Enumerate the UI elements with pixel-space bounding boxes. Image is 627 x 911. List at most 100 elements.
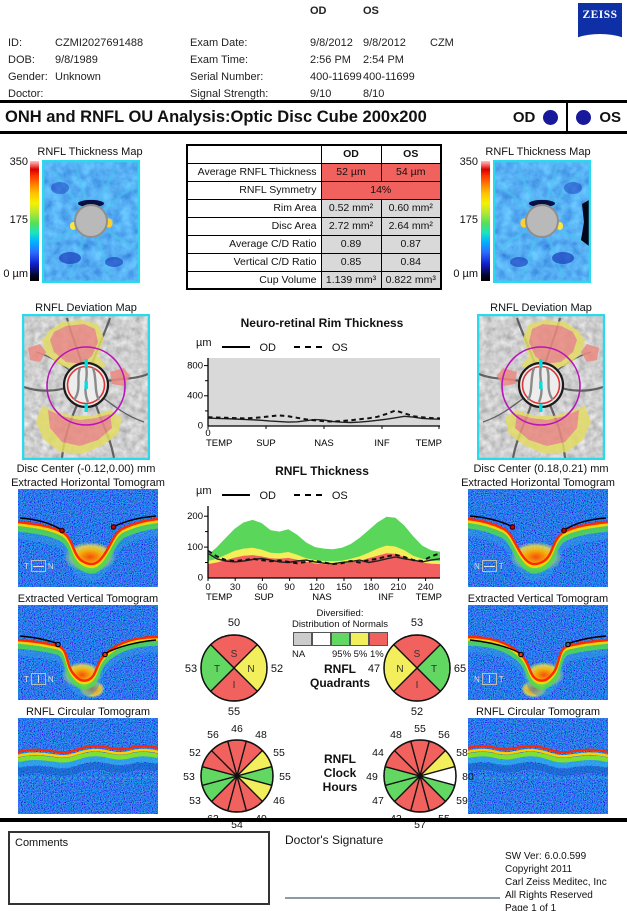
table-od-header: OD [320, 144, 382, 164]
id-value: CZMI2027691488 [55, 37, 144, 49]
od-deviation-map-title: RNFL Deviation Map [35, 302, 137, 314]
os-clock-value: 49 [366, 771, 378, 783]
os-clock-value: 55 [414, 723, 426, 735]
cup-volume-os: 0.822 mm³ [380, 270, 442, 290]
gender-label: Gender: [8, 71, 48, 83]
os-quadrant-i-letter: I [416, 680, 419, 691]
os-indicator-label: OS [599, 108, 621, 126]
report-title-bar: ONH and RNFL OU Analysis:Optic Disc Cube… [0, 100, 627, 134]
legend-os-label: OS [331, 490, 348, 502]
zeiss-logo-arc [578, 34, 622, 43]
rim-ytick-400: 400 [187, 391, 203, 402]
legend-od-label: OD [259, 342, 276, 354]
serial-number-label: Serial Number: [190, 71, 264, 83]
rnfl-ytick-0: 0 [198, 573, 203, 584]
disc-area-os: 2.64 mm² [380, 216, 442, 236]
table-row: Vertical C/D Ratio 0.85 0.84 [186, 252, 442, 272]
quadrants-heading-line2: Quadrants [309, 676, 370, 690]
clock-heading-line1: RNFL [324, 752, 356, 766]
od-quadrant-nas-value: 52 [271, 663, 283, 675]
os-quadrant-temp-value: 65 [454, 663, 466, 675]
od-quadrant-inf-value: 55 [228, 706, 240, 718]
od-line-sample [222, 345, 250, 348]
rim-xtick-0: 0 [205, 428, 210, 439]
od-circular-tomogram [18, 718, 158, 814]
orient-left-letter: T [24, 561, 29, 571]
footer-divider [0, 818, 627, 822]
od-quadrant-temp-value: 53 [185, 663, 197, 675]
exam-date-label: Exam Date: [190, 37, 248, 49]
od-quadrant-sup-value: 50 [228, 617, 240, 629]
table-row: Disc Area 2.72 mm² 2.64 mm² [186, 216, 442, 236]
rim-ytick-0: 0 [198, 421, 203, 432]
exam-date-os: 9/8/2012 [363, 37, 406, 49]
orient-right-letter: N [47, 674, 54, 684]
os-line-sample [294, 345, 323, 348]
signal-strength-od: 9/10 [310, 88, 332, 100]
rnfl-chart-unit: µm [196, 485, 212, 497]
rim-chart-unit: µm [196, 337, 212, 349]
na-swatch [292, 632, 312, 646]
exam-time-label: Exam Time: [190, 54, 249, 66]
row-label: RNFL Symmetry [186, 180, 322, 200]
exam-site-code: CZM [430, 37, 454, 49]
dob-value: 9/8/1989 [55, 54, 98, 66]
orient-left-letter: T [24, 674, 29, 684]
signal-strength-os: 8/10 [363, 88, 385, 100]
od-quadrant-s-letter: S [231, 649, 238, 660]
os-line-sample [294, 493, 323, 496]
zeiss-logo: ZEISS [578, 3, 622, 43]
os-deviation-map-title: RNFL Deviation Map [490, 302, 592, 314]
sw-version: SW Ver: 6.0.0.599 [505, 851, 587, 862]
comments-label: Comments [15, 837, 69, 849]
vertical-orientation-icon [481, 673, 497, 685]
avg-cd-ratio-od: 0.89 [320, 234, 382, 254]
serial-number-os: 400-11699 [363, 71, 415, 83]
os-clock-value: 57 [414, 819, 426, 831]
od-vertical-orientation: T N [24, 673, 54, 685]
p1-swatch [368, 632, 388, 646]
rnfl-xlabel-sup: SUP [254, 592, 274, 602]
rim-xlabel-temp2: TEMP [416, 438, 442, 449]
title-bar-divider [566, 103, 569, 131]
row-label: Average RNFL Thickness [186, 162, 322, 182]
page-number: Page 1 of 1 [505, 903, 557, 911]
os-quadrant-t-letter: T [431, 664, 437, 675]
orient-right-letter: T [498, 561, 504, 571]
orient-right-letter: T [498, 674, 504, 684]
os-horizontal-tomogram [468, 489, 608, 587]
rnfl-os-series [207, 549, 441, 566]
table-row: Average C/D Ratio 0.89 0.87 [186, 234, 442, 254]
od-scale-mid-label: 175 [9, 214, 28, 226]
p5-swatch [349, 632, 369, 646]
od-clock-value: 46 [231, 723, 243, 735]
row-label: Cup Volume [186, 270, 322, 290]
os-clock-value: 80 [462, 771, 474, 783]
os-clock-value: 59 [456, 795, 468, 807]
normal-swatch [311, 632, 331, 646]
od-line-sample [222, 493, 250, 496]
legend-od-label: OD [259, 490, 276, 502]
od-scale-max-label: 350 [9, 156, 28, 168]
rnfl-ytick-100: 100 [187, 542, 203, 553]
rnfl-xtick: 60 [257, 582, 268, 593]
rnfl-symmetry-value: 14% [320, 180, 442, 200]
header-od-column: OD [310, 5, 327, 17]
od-quadrant-i-letter: I [233, 680, 236, 691]
od-thickness-color-scale [30, 161, 39, 281]
od-horizontal-tomogram-title: Extracted Horizontal Tomogram [11, 477, 165, 489]
od-indicator: OD [513, 103, 567, 131]
od-thickness-map [42, 160, 140, 283]
os-disc-center: Disc Center (0.18,0.21) mm [473, 463, 609, 475]
normals-legend-swatches [270, 632, 410, 649]
table-row: RNFL Symmetry 14% [186, 180, 442, 200]
od-quadrant-n-letter: N [247, 664, 254, 675]
serial-number-od: 400-11699 [310, 71, 362, 83]
os-thickness-color-scale [481, 161, 490, 281]
os-quadrant-nas-value: 47 [368, 663, 380, 675]
vert-cd-ratio-os: 0.84 [380, 252, 442, 272]
os-scale-min-label: 0 µm [453, 268, 478, 280]
rim-chart-title: Neuro-retinal Rim Thickness [240, 316, 404, 330]
od-clock-value: 53 [183, 771, 195, 783]
rim-xlabel-sup: SUP [256, 438, 276, 449]
